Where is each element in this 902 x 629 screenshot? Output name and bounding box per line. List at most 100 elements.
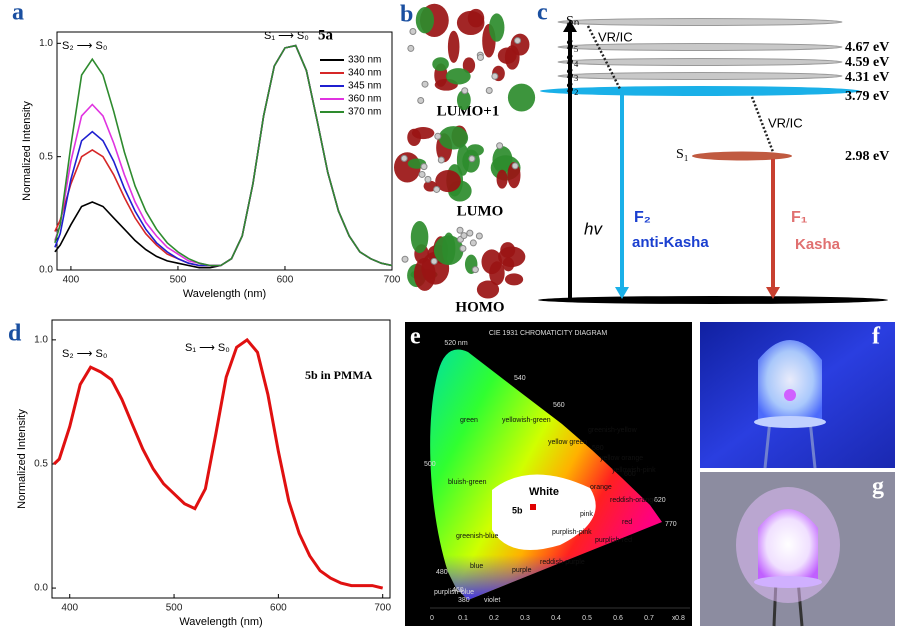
wavelength-label: 560	[553, 402, 565, 409]
atom	[472, 267, 478, 273]
orbital-lobe	[489, 13, 504, 41]
atom	[462, 88, 468, 94]
annotation: 5a	[318, 27, 334, 43]
region-label: reddish-purple	[540, 559, 585, 566]
x-axis-label: Wavelength (nm)	[179, 616, 262, 628]
wavelength-label: 500	[424, 461, 436, 468]
annotation: S₂ ⟶ S₀	[62, 40, 107, 52]
region-label: bluish-green	[448, 479, 487, 486]
cie-tick-label: 0.6	[613, 615, 623, 622]
wavelength-label: 540	[514, 375, 526, 382]
wavelength-label: 770	[665, 521, 677, 528]
emission-label: F₁	[791, 209, 808, 226]
y-tick-label: 1.0	[39, 38, 53, 49]
emission-rule: anti-Kasha	[632, 234, 709, 251]
orbital-lobe	[457, 144, 469, 176]
sample-label: 5b	[512, 505, 523, 515]
region-label: purplish-red	[595, 537, 632, 544]
energy-diagram	[538, 19, 888, 305]
cie-tick-label: 0.7	[644, 615, 654, 622]
x-tick-label: 400	[63, 275, 80, 286]
ground-state	[538, 296, 888, 304]
energy-label: 2.98 eV	[845, 149, 889, 164]
region-label: violet	[484, 597, 500, 604]
level-label: S₃	[566, 67, 579, 82]
orbital-lobe	[481, 249, 502, 274]
legend-label: 360 nm	[348, 94, 381, 105]
atom	[512, 163, 518, 169]
x-tick-label: 500	[170, 275, 187, 286]
atom	[434, 186, 440, 192]
atom	[410, 28, 416, 34]
x-tick-label: 700	[374, 603, 391, 614]
x-tick-label: 500	[166, 603, 183, 614]
sample-point	[530, 504, 536, 510]
level	[558, 73, 842, 80]
atom	[469, 156, 475, 162]
cie-tick-label: 0.1	[458, 615, 468, 622]
atom	[421, 164, 427, 170]
atom	[477, 54, 483, 60]
level-label: S₂	[566, 81, 579, 96]
white-label: White	[529, 486, 559, 498]
y-axis-label: Normalized Intensity	[16, 409, 28, 509]
cie-tick-label: 0	[430, 615, 434, 622]
orbital-label: HOMO	[455, 299, 504, 315]
cie-tick-label: 0.2	[489, 615, 499, 622]
atom	[435, 133, 441, 139]
level-label: S₅	[566, 38, 579, 53]
plot-frame	[52, 320, 390, 598]
region-label: reddish-orange	[610, 497, 657, 504]
y-tick-label: 1.0	[34, 334, 48, 345]
legend-label: 330 nm	[348, 55, 381, 66]
atom	[419, 171, 425, 177]
atom	[497, 143, 503, 149]
panel-label: a	[12, 0, 24, 26]
region-label: yellowish-pink	[612, 467, 656, 474]
y-tick-label: 0.5	[39, 151, 53, 162]
level	[558, 19, 842, 26]
region-label: yellowish-green	[502, 417, 551, 424]
legend-label: 345 nm	[348, 81, 381, 92]
x-tick-label: 700	[384, 275, 401, 286]
energy-label: 4.31 eV	[845, 70, 889, 85]
region-label: red	[622, 519, 632, 526]
series-line	[55, 46, 392, 266]
led-rim	[754, 576, 822, 588]
level	[540, 86, 860, 96]
orbital-lobe	[407, 129, 421, 146]
led-dome	[758, 340, 822, 420]
panel-label: c	[537, 0, 548, 26]
orbital-lobe	[500, 242, 515, 258]
emission-label: F₂	[634, 209, 651, 226]
orbital-lobe	[439, 126, 468, 149]
series-line	[55, 46, 392, 268]
panel-label: d	[8, 321, 22, 347]
plot-frame	[57, 32, 392, 270]
relaxation-label: VR/IC	[768, 115, 803, 130]
wavelength-label: 380	[458, 597, 470, 604]
region-label: purplish-pink	[552, 529, 592, 536]
cie-tick-label: 0.4	[551, 615, 561, 622]
level	[558, 59, 842, 66]
atom	[425, 176, 431, 182]
region-label: greenish-blue	[456, 533, 499, 540]
region-label: orange	[590, 484, 612, 491]
annotation: 5b in PMMA	[305, 368, 373, 382]
energy-label: 4.67 eV	[845, 40, 889, 55]
energy-label: 4.59 eV	[845, 55, 889, 70]
legend-label: 370 nm	[348, 107, 381, 118]
panel-label: f	[872, 324, 881, 350]
atom	[457, 227, 463, 233]
y-tick-label: 0.0	[39, 265, 53, 276]
x-tick-label: 400	[61, 603, 78, 614]
annotation: S₂ ⟶ S₀	[62, 348, 107, 360]
region-label: purple	[512, 567, 532, 574]
wavelength-label: 480	[436, 569, 448, 576]
annotation: S₁ ⟶ S₀	[185, 342, 230, 354]
region-label: yellow orange	[600, 455, 643, 462]
cie-axis-label: x	[672, 615, 676, 622]
legend-label: 340 nm	[348, 68, 381, 79]
region-label: pink	[580, 511, 593, 518]
annotation: S₁ ⟶ S₀	[264, 30, 309, 42]
